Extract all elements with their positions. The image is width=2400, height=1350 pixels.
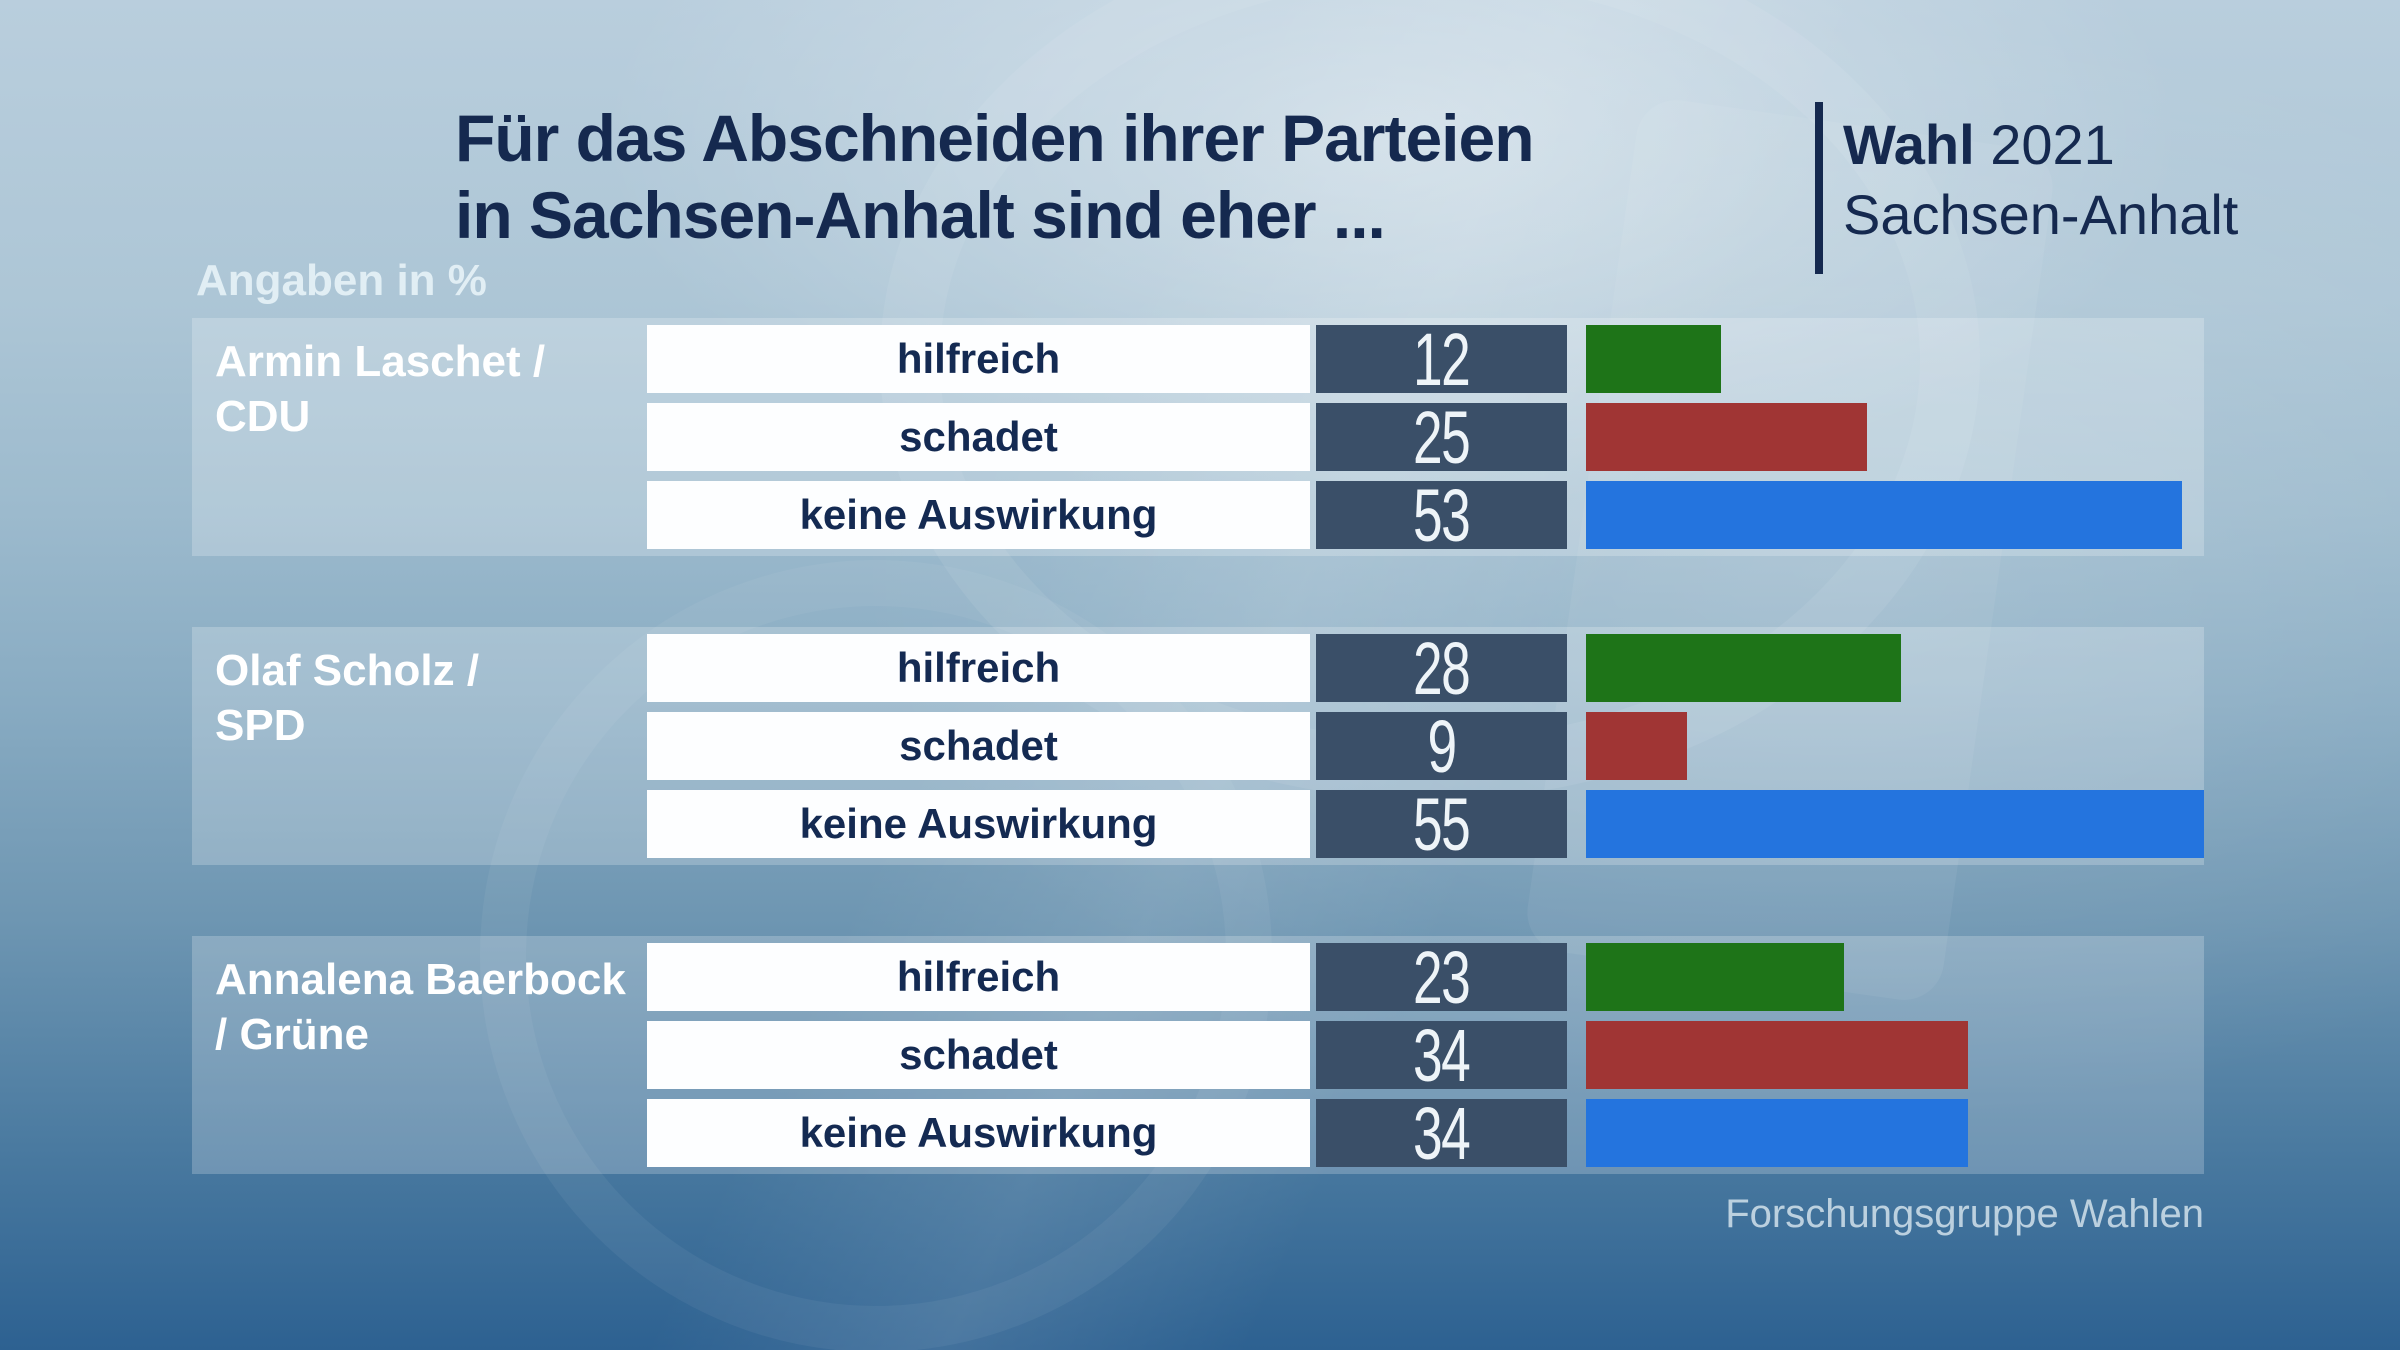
brand-text: Wahl 2021 Sachsen-Anhalt <box>1843 102 2238 250</box>
value-box: 9 <box>1316 712 1567 780</box>
table-row: hilfreich 23 <box>192 943 2204 1011</box>
group-label-line-1: Olaf Scholz / <box>215 646 480 695</box>
category-label: schadet <box>647 712 1310 780</box>
value-text: 28 <box>1413 634 1471 702</box>
table-row: schadet 9 <box>192 712 2204 780</box>
bar-schadet <box>1586 712 1687 780</box>
title-line-2: in Sachsen-Anhalt sind eher ... <box>455 178 1386 252</box>
category-label: keine Auswirkung <box>647 790 1310 858</box>
brand-line-1: Wahl 2021 <box>1843 110 2238 180</box>
table-row: keine Auswirkung 55 <box>192 790 2204 858</box>
group-panel-scholz-spd: Olaf Scholz / SPD hilfreich 28 schadet 9… <box>192 627 2204 865</box>
value-text: 55 <box>1413 790 1471 858</box>
category-label: hilfreich <box>647 634 1310 702</box>
value-text: 12 <box>1413 325 1471 393</box>
table-row: hilfreich 28 <box>192 634 2204 702</box>
group-label: Annalena Baerbock / Grüne <box>215 952 626 1062</box>
bar-hilfreich <box>1586 634 1901 702</box>
table-row: schadet 25 <box>192 403 2204 471</box>
bar-keine-auswirkung <box>1586 790 2204 858</box>
units-label: Angaben in % <box>196 256 487 305</box>
brand-divider-bar <box>1815 102 1823 274</box>
category-label: hilfreich <box>647 943 1310 1011</box>
category-label: hilfreich <box>647 325 1310 393</box>
value-box: 55 <box>1316 790 1567 858</box>
value-box: 25 <box>1316 403 1567 471</box>
category-label: keine Auswirkung <box>647 1099 1310 1167</box>
title-line-1: Für das Abschneiden ihrer Parteien <box>455 101 1535 175</box>
value-box: 34 <box>1316 1099 1567 1167</box>
value-box: 28 <box>1316 634 1567 702</box>
source-credit: Forschungsgruppe Wahlen <box>1725 1192 2204 1236</box>
bar-schadet <box>1586 1021 1968 1089</box>
group-label-line-1: Armin Laschet / <box>215 337 546 386</box>
category-label: schadet <box>647 1021 1310 1089</box>
value-text: 9 <box>1427 712 1457 780</box>
table-row: hilfreich 12 <box>192 325 2204 393</box>
value-box: 53 <box>1316 481 1567 549</box>
brand-year: 2021 <box>1990 113 2115 176</box>
table-row: keine Auswirkung 53 <box>192 481 2204 549</box>
group-label-line-2: SPD <box>215 701 306 750</box>
value-box: 23 <box>1316 943 1567 1011</box>
group-label: Olaf Scholz / SPD <box>215 643 479 753</box>
bar-keine-auswirkung <box>1586 1099 1968 1167</box>
group-panel-laschet-cdu: Armin Laschet / CDU hilfreich 12 schadet… <box>192 318 2204 556</box>
value-text: 23 <box>1413 943 1471 1011</box>
value-text: 34 <box>1413 1099 1471 1167</box>
table-row: schadet 34 <box>192 1021 2204 1089</box>
brand-wahl: Wahl <box>1843 113 1975 176</box>
value-text: 25 <box>1413 403 1471 471</box>
brand-block: Wahl 2021 Sachsen-Anhalt <box>1815 102 2238 274</box>
bar-hilfreich <box>1586 943 1844 1011</box>
bar-hilfreich <box>1586 325 1721 393</box>
group-label: Armin Laschet / CDU <box>215 334 545 444</box>
bar-keine-auswirkung <box>1586 481 2182 549</box>
bar-schadet <box>1586 403 1867 471</box>
group-label-line-2: / Grüne <box>215 1010 370 1059</box>
category-label: schadet <box>647 403 1310 471</box>
value-box: 12 <box>1316 325 1567 393</box>
table-row: keine Auswirkung 34 <box>192 1099 2204 1167</box>
category-label: keine Auswirkung <box>647 481 1310 549</box>
group-label-line-2: CDU <box>215 392 311 441</box>
group-panel-baerbock-gruene: Annalena Baerbock / Grüne hilfreich 23 s… <box>192 936 2204 1174</box>
brand-region: Sachsen-Anhalt <box>1843 183 2239 246</box>
group-label-line-1: Annalena Baerbock <box>215 955 626 1004</box>
value-text: 34 <box>1413 1021 1471 1089</box>
value-text: 53 <box>1413 481 1471 549</box>
value-box: 34 <box>1316 1021 1567 1089</box>
page-title: Für das Abschneiden ihrer Parteien in Sa… <box>455 100 1535 254</box>
